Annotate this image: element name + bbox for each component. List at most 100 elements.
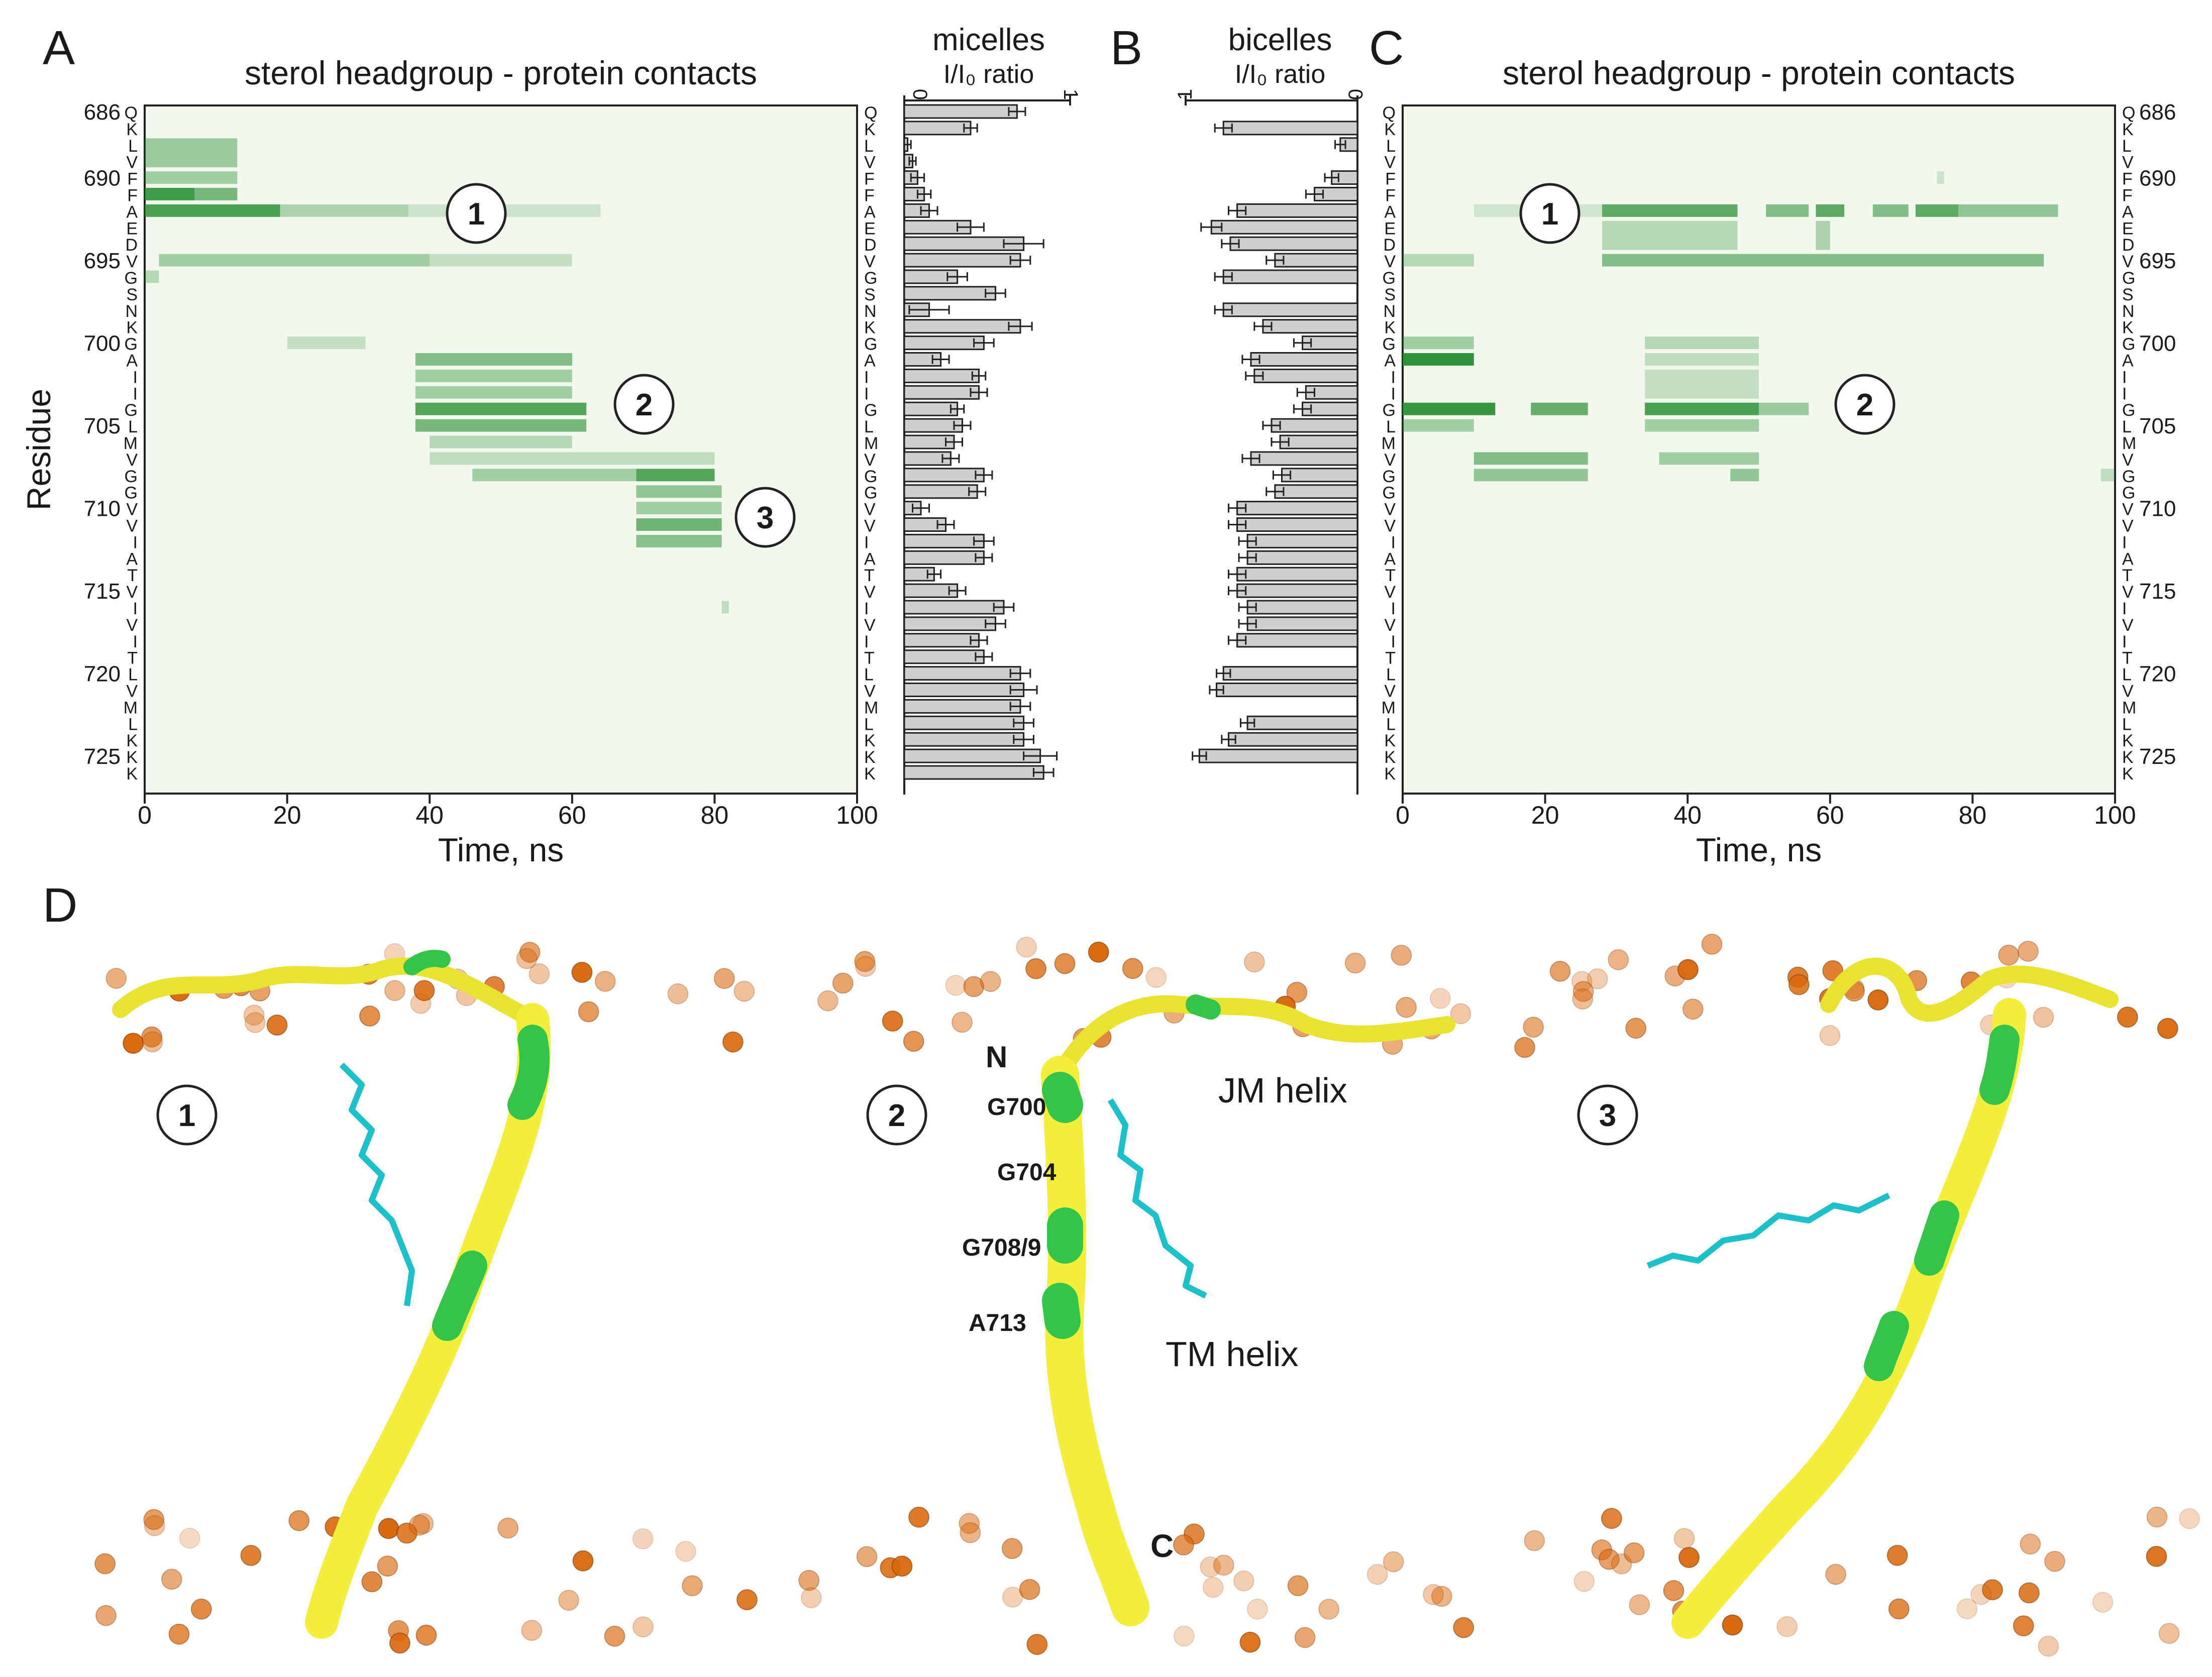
contact-cell: [1602, 220, 1738, 250]
bar: [903, 533, 985, 548]
residue-letter: F: [127, 170, 138, 189]
phosphate-bead: [945, 974, 967, 996]
bar: [903, 401, 959, 416]
bar: [903, 121, 972, 136]
residue-letter: T: [2122, 566, 2133, 585]
residue-letter: Q: [1383, 103, 1396, 123]
x-tick-label: 80: [1959, 801, 1987, 829]
residue-letter: L: [1386, 665, 1396, 685]
panel-label-a: A: [43, 21, 75, 75]
contact-cell: [430, 435, 572, 449]
residue-label-g700: G700: [987, 1094, 1046, 1121]
residue-letter: V: [2122, 517, 2134, 536]
bar: [1228, 732, 1358, 747]
residue-letter: V: [126, 252, 138, 271]
residue-letter: D: [125, 236, 138, 255]
phosphate-bead: [384, 980, 405, 1001]
phosphate-bead: [1423, 1584, 1444, 1605]
phosphate-bead: [1524, 1530, 1545, 1551]
contact-cell: [636, 502, 722, 515]
contact-cell: [1473, 452, 1588, 465]
event-marker-d3: 3: [1577, 1084, 1638, 1146]
residue-letter: V: [1384, 583, 1396, 602]
residue-letter: A: [126, 549, 138, 569]
contact-cell: [415, 369, 572, 382]
contact-cell: [1645, 369, 1759, 399]
bar: [1246, 600, 1358, 615]
svg-text:1: 1: [468, 197, 485, 232]
x-tick-label: 60: [1816, 801, 1844, 829]
contact-cell: [1645, 337, 1759, 350]
residue-letter: G: [125, 401, 138, 420]
residue-letter: G: [2122, 269, 2135, 288]
bar: [903, 683, 1025, 697]
phosphate-bead: [2018, 1582, 2040, 1604]
residue-letter: K: [2122, 748, 2134, 767]
c-terminus-label: C: [1150, 1528, 1174, 1564]
bar: [1236, 567, 1358, 582]
residue-letter: K: [126, 120, 138, 139]
contact-cell: [430, 452, 715, 465]
residue-number: 705: [2139, 414, 2176, 438]
phosphate-bead: [960, 1522, 981, 1543]
residue-letter: I: [2122, 384, 2127, 403]
phosphate-bead: [2044, 1550, 2065, 1572]
residue-letter: L: [2122, 137, 2132, 156]
phosphate-bead: [408, 1514, 430, 1536]
residue-label-g704: G704: [997, 1159, 1057, 1186]
residue-letter: V: [2122, 500, 2134, 519]
residue-number: 720: [84, 662, 121, 687]
bar: [1229, 236, 1358, 251]
residue-letter: K: [864, 318, 876, 338]
residue-letter: E: [864, 219, 876, 238]
phosphate-bead: [1016, 936, 1037, 958]
phosphate-bead: [667, 983, 689, 1004]
residue-letter: Q: [864, 103, 877, 123]
residue-letter: V: [1384, 517, 1396, 536]
residue-letter: I: [133, 599, 138, 618]
residue-letter: K: [864, 764, 876, 784]
bar: [1262, 319, 1358, 334]
contact-cell: [287, 337, 366, 350]
residue-letter: I: [1391, 384, 1396, 403]
phosphate-bead: [1523, 1017, 1544, 1038]
sterol-3: [1646, 1192, 1890, 1269]
contact-cell: [1602, 254, 2044, 267]
residue-letter: G: [864, 484, 877, 503]
phosphate-bead: [800, 1587, 822, 1609]
phosphate-bead: [243, 1004, 265, 1026]
phosphate-bead: [1970, 1584, 1992, 1605]
residue-number: 710: [2139, 497, 2176, 521]
phosphate-bead: [1202, 1577, 1224, 1598]
x-tick-label: 40: [1673, 801, 1702, 829]
phosphate-bead: [144, 1515, 165, 1536]
x-tick-label: 60: [558, 801, 586, 829]
residue-letter: L: [864, 417, 874, 436]
residue-letter: A: [2122, 352, 2134, 371]
contact-cell: [145, 204, 280, 217]
contact-cell: [1645, 402, 1759, 415]
residue-letter: L: [1386, 137, 1396, 156]
bar: [1271, 418, 1358, 433]
residue-letter: N: [1383, 302, 1396, 321]
phosphate-bead: [190, 1598, 212, 1620]
residue-letter: K: [1384, 731, 1396, 750]
residue-letter: G: [125, 467, 138, 486]
phosphate-bead: [1243, 951, 1265, 973]
phosphate-bead: [1678, 1547, 1700, 1568]
phosphate-bead: [1623, 1542, 1645, 1563]
residue-number: 705: [84, 414, 121, 438]
phosphate-bead: [141, 1026, 163, 1048]
contact-cell: [1645, 419, 1759, 432]
residue-letter: F: [2122, 170, 2133, 189]
snapshot-3: 3: [1577, 957, 2119, 1639]
phosphate-bead: [1453, 1617, 1474, 1638]
phosphate-bead: [1956, 1598, 1978, 1620]
phosphate-bead: [1246, 1598, 1268, 1620]
residue-letter: I: [864, 533, 869, 552]
residue-letter: T: [2122, 649, 2133, 668]
residue-letter: I: [2122, 533, 2127, 552]
phosphate-bead: [980, 971, 1001, 992]
phosphate-bead: [1776, 1616, 1798, 1637]
